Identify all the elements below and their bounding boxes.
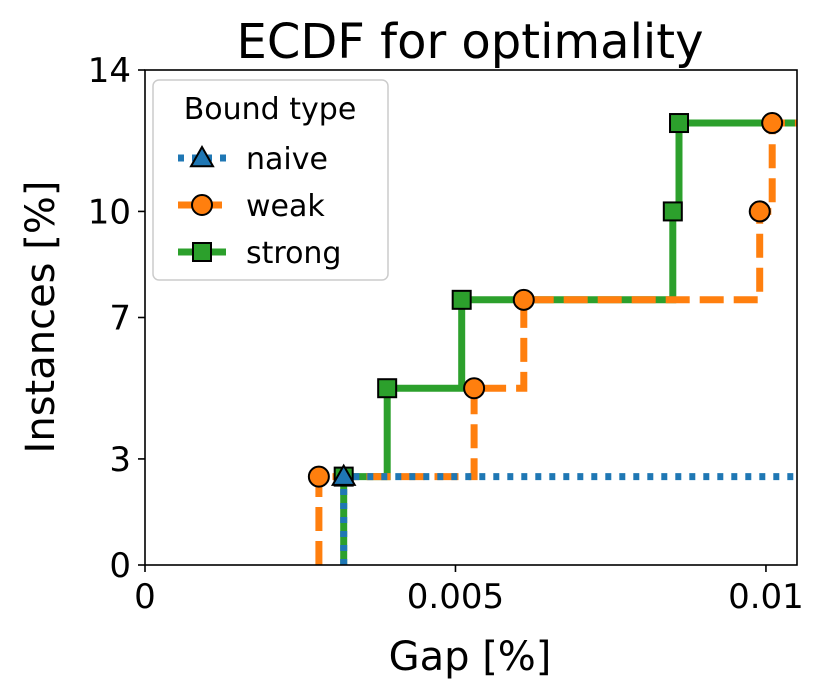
marker-strong-4 (669, 113, 690, 134)
marker-weak-1 (463, 377, 486, 400)
legend-marker-strong (192, 242, 212, 262)
y-axis-label: Instances [%] (18, 181, 64, 454)
markers (307, 112, 784, 488)
legend: Bound type naive weak strong (152, 79, 389, 281)
x-tick-label-2: 0.01 (728, 577, 804, 617)
marker-weak-3 (748, 200, 771, 223)
marker-naive-0 (330, 463, 357, 486)
legend-marker-weak (191, 194, 213, 216)
marker-weak-4 (761, 112, 784, 135)
y-tick-label-3: 10 (88, 192, 131, 232)
marker-weak-0 (307, 465, 330, 488)
series-line-weak (315, 119, 797, 565)
series-line-strong (340, 119, 797, 565)
x-tick-label-0: 0 (134, 577, 156, 617)
marker-strong-2 (451, 289, 472, 310)
x-axis-label: Gap [%] (389, 634, 552, 680)
marker-weak-2 (512, 288, 535, 311)
legend-box (152, 79, 389, 281)
legend-label-strong: strong (246, 236, 341, 271)
marker-strong-3 (662, 201, 683, 222)
y-tick-label-2: 7 (109, 299, 131, 339)
legend-label-naive: naive (246, 142, 328, 177)
legend-marker-naive (189, 144, 215, 168)
series-line-naive (340, 473, 797, 565)
chart-title: ECDF for optimality (237, 14, 704, 70)
y-tick-label-4: 14 (88, 51, 131, 91)
legend-title: Bound type (184, 92, 357, 127)
y-tick-label-0: 0 (109, 546, 131, 586)
y-tick-label-1: 3 (109, 440, 131, 480)
legend-label-weak: weak (246, 189, 325, 224)
x-tick-label-1: 0.005 (407, 577, 504, 617)
marker-strong-1 (377, 378, 398, 399)
